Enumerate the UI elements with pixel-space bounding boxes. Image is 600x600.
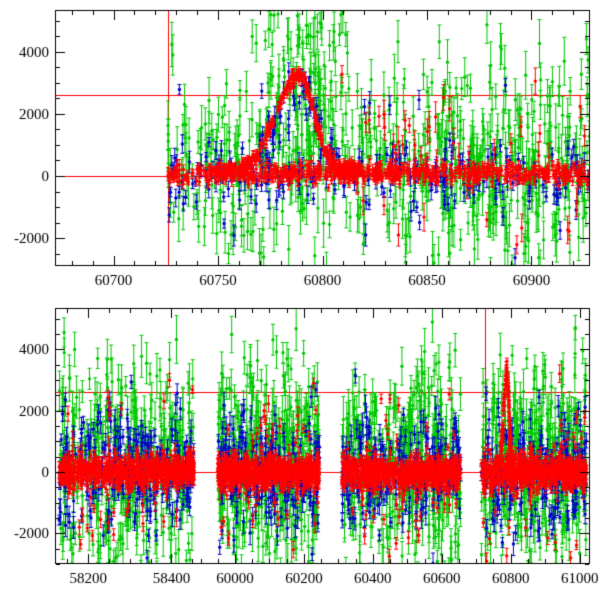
- full-light-curve-plot: [0, 300, 600, 600]
- recent-light-curve-plot: [0, 0, 600, 300]
